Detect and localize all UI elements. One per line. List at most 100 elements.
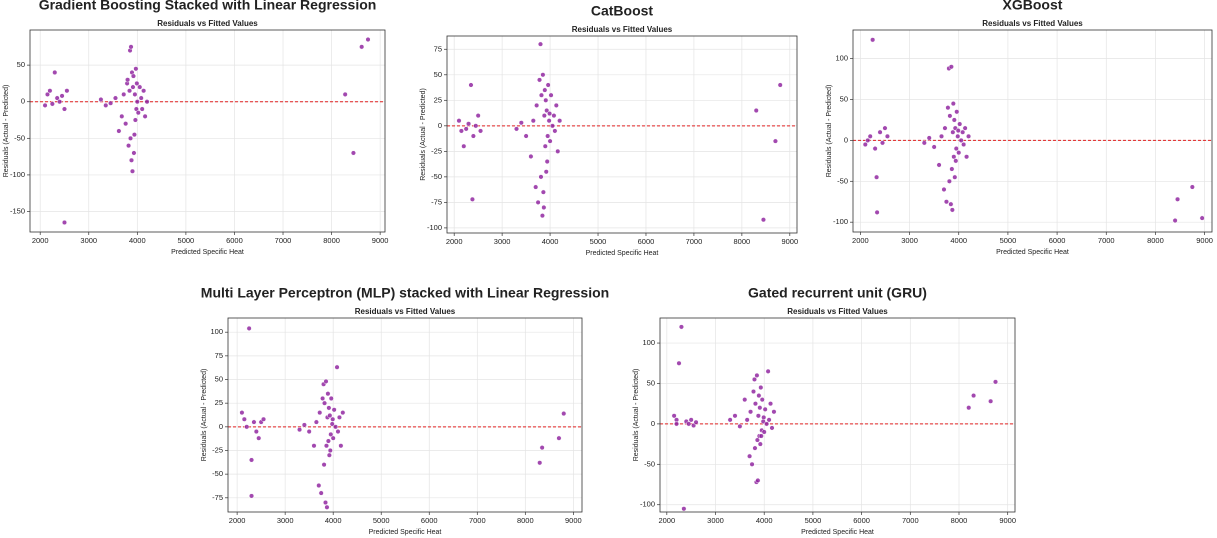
point xyxy=(98,96,104,103)
point xyxy=(251,419,257,425)
point xyxy=(116,128,122,134)
point xyxy=(964,154,970,160)
point xyxy=(324,504,330,510)
point xyxy=(458,128,464,134)
y-tick-label: 50 xyxy=(647,378,655,387)
y-tick-label: 0 xyxy=(21,97,25,106)
point xyxy=(468,82,474,88)
y-tick-label: 0 xyxy=(438,121,442,130)
point xyxy=(126,143,132,149)
point xyxy=(950,129,956,135)
y-axis-label: Residuals (Actual - Predicted) xyxy=(201,369,208,462)
point xyxy=(239,410,245,416)
point xyxy=(336,414,342,420)
point xyxy=(874,209,880,215)
x-tick-label: 9000 xyxy=(781,237,798,246)
x-tick-label: 4000 xyxy=(756,516,773,525)
point xyxy=(328,395,334,401)
y-tick-label: 50 xyxy=(215,374,223,383)
point xyxy=(555,148,561,154)
point xyxy=(766,417,772,423)
point xyxy=(130,84,136,90)
point xyxy=(765,368,771,374)
point xyxy=(955,128,961,134)
point xyxy=(103,102,109,108)
point xyxy=(954,109,960,115)
x-tick-label: 7000 xyxy=(275,236,292,245)
x-tick-label: 9000 xyxy=(372,236,389,245)
point xyxy=(949,166,955,172)
point xyxy=(674,421,680,427)
point xyxy=(752,401,758,407)
point xyxy=(513,126,520,132)
point xyxy=(758,384,764,391)
point xyxy=(330,416,336,422)
y-axis-label: Residuals (Actual - Predicted) xyxy=(420,88,427,181)
point xyxy=(130,73,136,79)
point xyxy=(921,140,927,146)
plot-frame xyxy=(659,317,1016,513)
point xyxy=(132,91,138,97)
point xyxy=(966,405,972,411)
point xyxy=(760,217,766,223)
point xyxy=(139,106,145,112)
point xyxy=(540,189,546,195)
x-tick-label: 4000 xyxy=(950,236,967,245)
x-tick-label: 2000 xyxy=(658,516,675,525)
x-tick-label: 2000 xyxy=(32,236,49,245)
point xyxy=(536,77,543,83)
point xyxy=(313,419,319,425)
point xyxy=(335,429,341,435)
y-tick-label: -100 xyxy=(640,500,655,509)
x-tick-label: 6000 xyxy=(638,237,655,246)
point xyxy=(301,422,307,428)
point xyxy=(548,92,554,98)
point xyxy=(323,443,330,449)
point xyxy=(955,133,961,139)
panel-title: Multi Layer Perceptron (MLP) stacked wit… xyxy=(201,285,609,301)
point xyxy=(936,162,942,168)
point xyxy=(133,66,139,72)
point xyxy=(751,376,758,382)
point xyxy=(325,438,331,444)
point xyxy=(945,105,951,111)
point xyxy=(54,95,60,101)
point xyxy=(938,133,945,139)
point xyxy=(926,135,932,141)
x-tick-label: 7000 xyxy=(902,516,919,525)
point xyxy=(469,196,475,202)
y-tick-label: 50 xyxy=(840,94,848,103)
point xyxy=(742,397,748,403)
point xyxy=(544,107,550,114)
point xyxy=(342,91,348,97)
point xyxy=(59,93,65,99)
point xyxy=(747,453,753,459)
y-tick-label: -100 xyxy=(10,170,25,179)
point xyxy=(867,133,873,139)
x-tick-label: 9000 xyxy=(1196,236,1213,245)
x-tick-label: 3000 xyxy=(494,237,511,246)
x-axis-label: Predicted Specific Heat xyxy=(586,250,659,257)
panel-title: CatBoost xyxy=(591,3,654,19)
point xyxy=(44,91,51,97)
x-tick-label: 8000 xyxy=(734,237,751,246)
y-tick-label: 100 xyxy=(835,54,848,63)
point xyxy=(473,123,479,129)
point xyxy=(318,490,324,496)
point xyxy=(128,44,134,50)
point xyxy=(549,123,556,129)
point xyxy=(461,143,467,149)
x-tick-label: 5000 xyxy=(1000,236,1017,245)
x-tick-label: 3000 xyxy=(707,516,724,525)
x-tick-label: 3000 xyxy=(277,516,294,525)
point xyxy=(756,393,762,399)
point xyxy=(142,113,148,119)
point xyxy=(561,411,567,417)
point xyxy=(1172,218,1178,224)
point xyxy=(327,447,333,454)
x-axis-label: Predicted Specific Heat xyxy=(171,249,244,256)
y-tick-label: 25 xyxy=(434,95,442,104)
plot-frame xyxy=(29,29,386,233)
point xyxy=(61,219,68,226)
panel-subtitle: Residuals vs Fitted Values xyxy=(787,307,888,316)
